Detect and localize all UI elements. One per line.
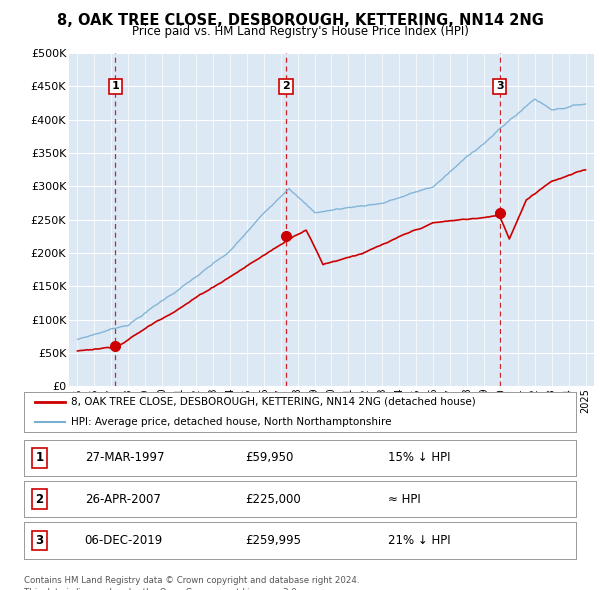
Text: Contains HM Land Registry data © Crown copyright and database right 2024.
This d: Contains HM Land Registry data © Crown c…	[24, 576, 359, 590]
Text: 15% ↓ HPI: 15% ↓ HPI	[388, 451, 451, 464]
Text: 1: 1	[112, 81, 119, 91]
Text: ≈ HPI: ≈ HPI	[388, 493, 421, 506]
Text: 21% ↓ HPI: 21% ↓ HPI	[388, 534, 451, 547]
Text: Price paid vs. HM Land Registry's House Price Index (HPI): Price paid vs. HM Land Registry's House …	[131, 25, 469, 38]
Text: HPI: Average price, detached house, North Northamptonshire: HPI: Average price, detached house, Nort…	[71, 417, 391, 427]
Text: 3: 3	[496, 81, 503, 91]
Text: £59,950: £59,950	[245, 451, 293, 464]
Text: 2: 2	[282, 81, 290, 91]
Text: £225,000: £225,000	[245, 493, 301, 506]
Text: 26-APR-2007: 26-APR-2007	[85, 493, 161, 506]
Text: 1: 1	[35, 451, 44, 464]
Text: 3: 3	[35, 534, 44, 547]
Text: 2: 2	[35, 493, 44, 506]
Text: 06-DEC-2019: 06-DEC-2019	[85, 534, 163, 547]
Text: £259,995: £259,995	[245, 534, 301, 547]
Text: 8, OAK TREE CLOSE, DESBOROUGH, KETTERING, NN14 2NG (detached house): 8, OAK TREE CLOSE, DESBOROUGH, KETTERING…	[71, 397, 476, 407]
Text: 27-MAR-1997: 27-MAR-1997	[85, 451, 164, 464]
Text: 8, OAK TREE CLOSE, DESBOROUGH, KETTERING, NN14 2NG: 8, OAK TREE CLOSE, DESBOROUGH, KETTERING…	[56, 13, 544, 28]
